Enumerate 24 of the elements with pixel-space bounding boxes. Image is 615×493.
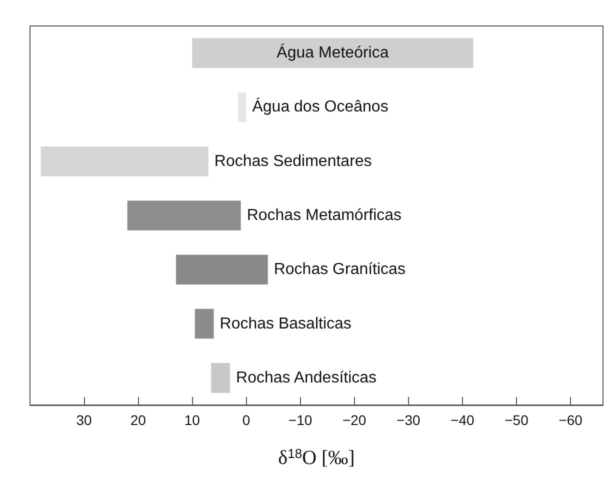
y-tick-label: Água Meteórica <box>276 44 389 62</box>
y-tick-label: Rochas Graníticas <box>274 261 406 278</box>
y-tick-label: Rochas Andesíticas <box>236 369 377 386</box>
bar <box>238 92 246 122</box>
x-tick-label: 0 <box>242 412 250 428</box>
bar <box>40 146 208 176</box>
y-tick-label: Rochas Sedimentares <box>214 152 372 170</box>
bar <box>194 308 214 339</box>
x-tick-label: −20 <box>342 412 366 428</box>
x-tick-label: −60 <box>558 412 583 428</box>
x-tick-label: −40 <box>450 412 475 428</box>
x-tick-label: 10 <box>184 412 200 428</box>
y-tick-label: Água dos Oceânos <box>252 98 388 116</box>
bar <box>211 363 230 393</box>
x-tick-label: 30 <box>76 412 92 428</box>
bar <box>176 254 268 285</box>
x-tick-label: −30 <box>396 412 420 428</box>
bar <box>127 200 241 230</box>
x-tick-label: 20 <box>130 412 146 428</box>
x-tick-label: −50 <box>504 412 529 428</box>
bar <box>192 38 474 68</box>
y-tick-label: Rochas Basalticas <box>220 315 352 332</box>
y-tick-label: Rochas Metamórficas <box>246 207 402 224</box>
x-tick-label: −10 <box>288 412 312 428</box>
